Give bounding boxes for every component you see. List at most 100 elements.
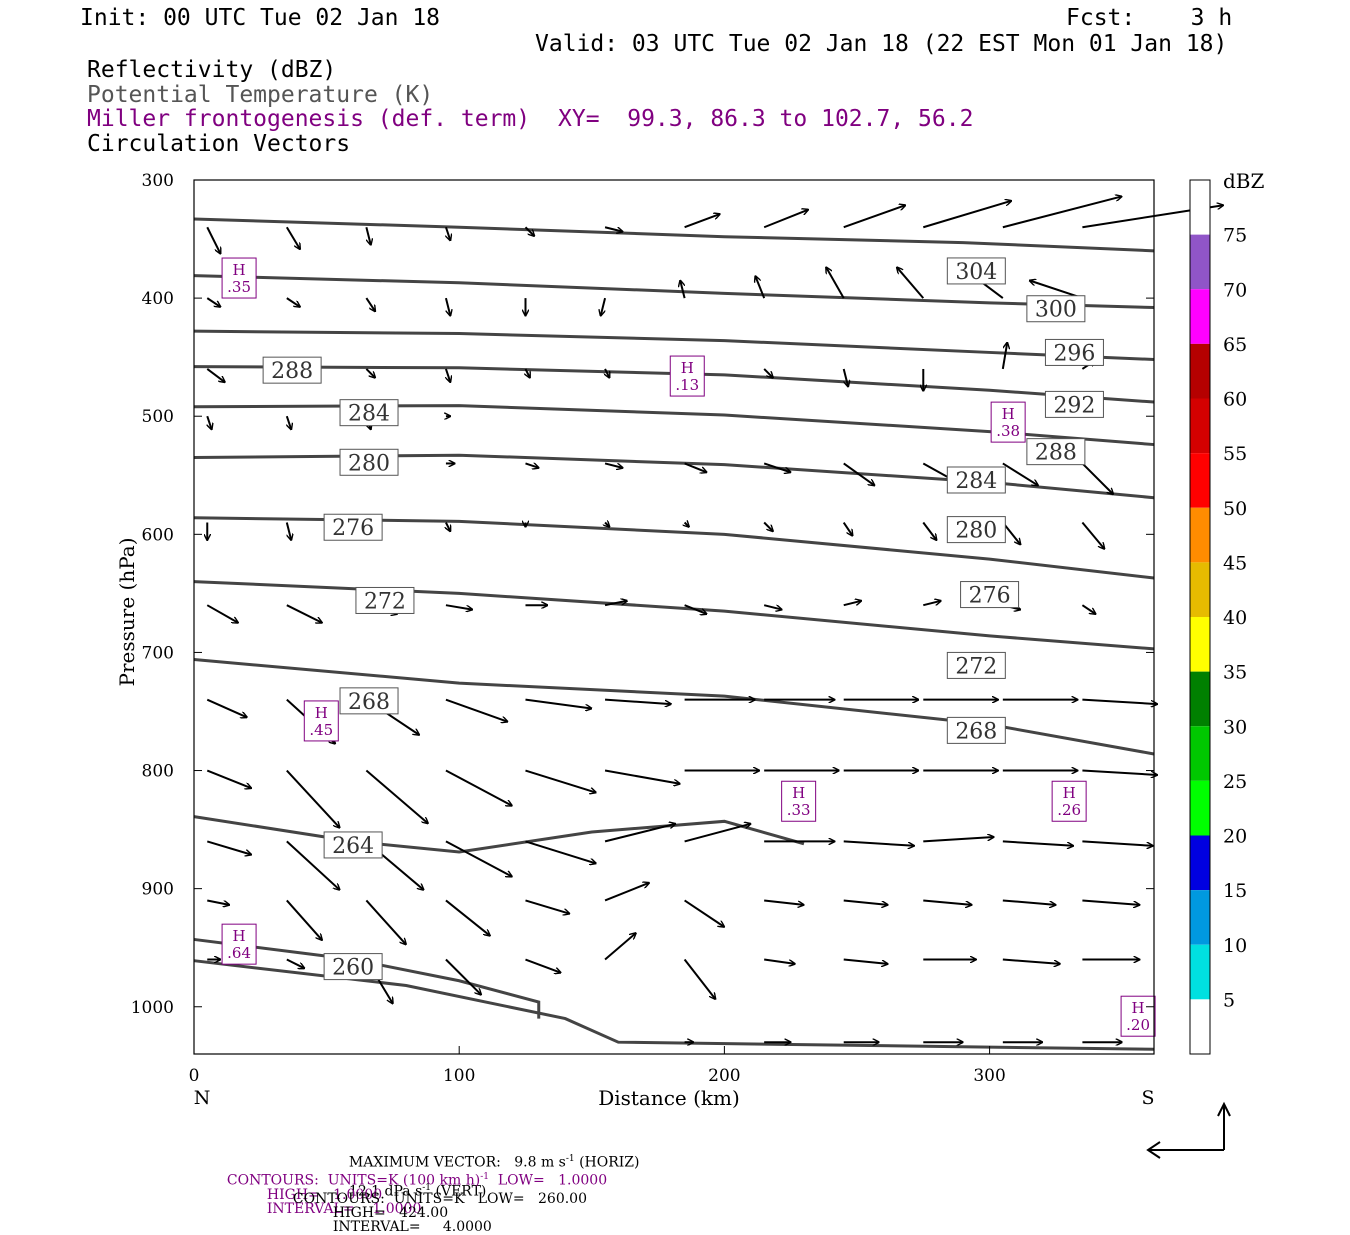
frontogenesis-max-value: .35 (227, 278, 251, 296)
frontogenesis-max-box (221, 257, 257, 299)
circulation-vector (445, 840, 512, 876)
circulation-vector (604, 769, 680, 784)
y-tick-label: 1000 (131, 998, 174, 1018)
circulation-vector (1082, 840, 1152, 845)
circulation-vector (764, 899, 804, 904)
circulation-vector (525, 462, 538, 467)
circulation-vector (1082, 769, 1157, 775)
isentrope-labels: 304 300 296 292 288 288 284 284 280 280 276 276 272 2… (262, 257, 1104, 981)
isentrope-label-280-b: 280 (348, 451, 390, 476)
circulation-vector (604, 226, 623, 231)
colorbar-bin (1190, 562, 1210, 617)
isentrope-label-276: 276 (969, 584, 1011, 609)
circulation-vector (601, 297, 607, 316)
colorbar-bin (1190, 671, 1210, 727)
isentrope-label-280-b-box (339, 448, 399, 476)
isentrope-304 (193, 217, 1155, 253)
frontogenesis-max-box (669, 355, 705, 397)
colorbar-bin (1190, 507, 1210, 563)
y-axis-title: Pressure (hPa) (115, 538, 139, 687)
circulation-vectors (207, 196, 1223, 1042)
max-vector-horiz: MAXIMUM VECTOR: 9.8 m s (348, 1154, 566, 1171)
frontogenesis-max-label: H (1132, 999, 1145, 1017)
circulation-vector (843, 462, 875, 485)
colorbar-bin (1190, 726, 1210, 781)
circulation-vector (1001, 343, 1007, 370)
circulation-vector (285, 522, 291, 541)
circulation-vector (285, 415, 291, 429)
colorbar-frame (1189, 179, 1211, 1055)
x-tick-label: 200 (708, 1066, 740, 1086)
field-label-frontogenesis: Miller frontogenesis (def. term) (87, 106, 531, 132)
circulation-vector (207, 899, 229, 904)
circulation-vector (445, 604, 472, 609)
circulation-vector (763, 604, 782, 609)
circulation-vector (763, 368, 773, 378)
isentrope-label-264-box (323, 831, 383, 859)
isentrope-label-272-b-box (355, 586, 415, 614)
circulation-vector (524, 226, 534, 236)
circulation-vector (365, 368, 375, 378)
y-tick-label: 400 (142, 289, 174, 309)
isentrope-label-284-box (946, 466, 1006, 494)
circulation-vector (843, 601, 862, 607)
x-end-label-south: S (1141, 1087, 1154, 1109)
circulation-vector (445, 958, 481, 995)
isentrope-label-268-box (946, 716, 1006, 744)
frontogenesis-max-box (221, 923, 257, 965)
circulation-vector (1081, 604, 1095, 614)
circulation-vector (843, 958, 888, 964)
circulation-vector (605, 523, 609, 527)
circulation-vector (604, 601, 627, 607)
isentrope-label-296: 296 (1053, 341, 1095, 366)
isentrope-label-284: 284 (955, 469, 997, 494)
frontogenesis-max-label: H (233, 927, 246, 945)
frontogenesis-max-value: .45 (309, 721, 333, 739)
circulation-vector (1002, 899, 1056, 904)
y-tick-label: 500 (142, 407, 174, 427)
x-end-label-north: N (194, 1087, 211, 1109)
circulation-vector (445, 769, 512, 806)
y-tick-label: 300 (142, 171, 174, 191)
frontogenesis-max-box (303, 700, 339, 742)
circulation-vector (764, 958, 795, 964)
circulation-vector (286, 769, 340, 828)
circulation-vector (923, 899, 971, 904)
circulation-vector (684, 824, 751, 843)
colorbar-title: dBZ (1223, 169, 1265, 193)
isentrope-label-268-b-box (339, 687, 399, 715)
circulation-vector (604, 883, 649, 902)
x-tick-label: 300 (973, 1066, 1005, 1086)
circulation-vector (684, 604, 707, 614)
circulation-vector (605, 368, 609, 378)
isentrope-label-280: 280 (955, 519, 997, 544)
frontogenesis-max-value: .13 (675, 376, 699, 394)
circulation-vector (286, 840, 340, 889)
circulation-vector (525, 698, 591, 709)
y-tick-label: 800 (142, 762, 174, 782)
colorbar-tick-label: 20 (1223, 826, 1247, 848)
circulation-vector (1081, 521, 1104, 549)
frontogenesis-max-value: .33 (787, 801, 811, 819)
isentrope-label-300-box (1026, 295, 1086, 323)
circulation-vector (286, 958, 305, 969)
circulation-vector (285, 226, 300, 249)
circulation-vector (763, 462, 790, 472)
colorbar-tick-label: 55 (1223, 443, 1247, 465)
colorbar-bin (1190, 453, 1210, 508)
circulation-vector (206, 769, 251, 789)
isentrope-label-288-b: 288 (271, 359, 313, 384)
colorbar-bin (1190, 289, 1210, 344)
circulation-vector (1002, 958, 1060, 964)
circulation-vector (525, 958, 560, 973)
isentrope-label-296-box (1044, 338, 1104, 366)
colorbar-tick-label: 10 (1223, 935, 1247, 957)
circulation-vector (922, 521, 936, 541)
isentrope-label-284-b-box (339, 399, 399, 427)
y-tick-label: 600 (142, 525, 174, 545)
isentrope-label-288-box (1026, 438, 1086, 466)
circulation-vector (445, 698, 508, 722)
colorbar-tick-label: 40 (1223, 607, 1247, 629)
isentrope-264 (193, 937, 541, 1019)
circulation-vector (444, 368, 450, 382)
